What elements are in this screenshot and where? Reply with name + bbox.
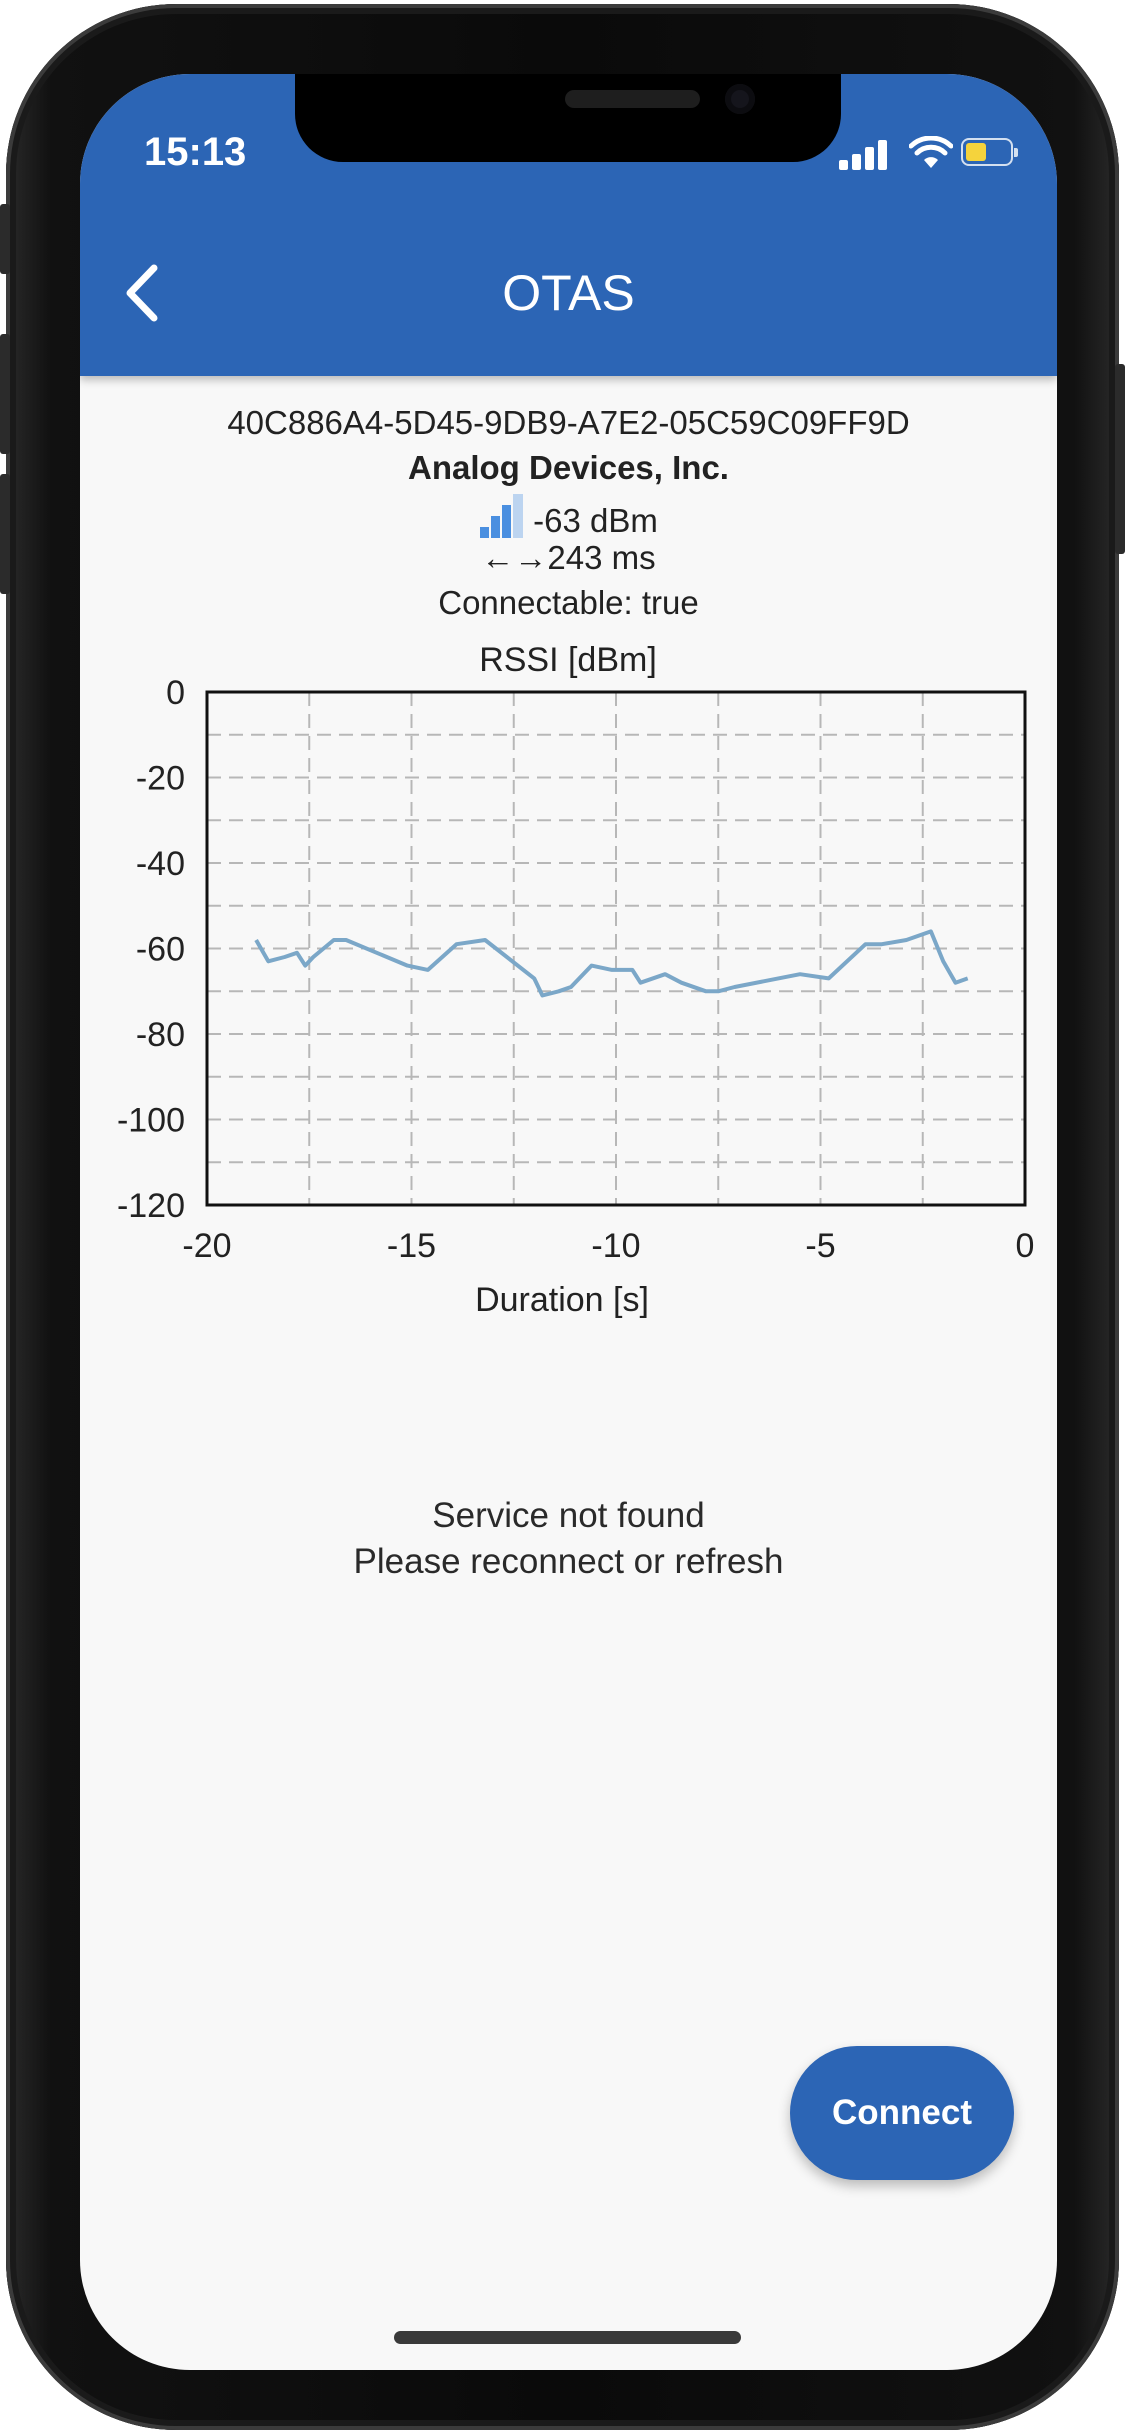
chart-x-axis-label: Duration [s] — [475, 1281, 649, 1319]
chart-y-tick-label: 0 — [166, 674, 185, 712]
connectable-status: Connectable: true — [438, 584, 699, 621]
rssi-chart: RSSI [dBm] 0-20-40-60-80-100-120-20 -15 -1… — [117, 641, 1035, 1319]
volume-down-button — [0, 474, 10, 594]
service-not-found-text: Service not found — [432, 1496, 705, 1535]
chart-title: RSSI [dBm] — [479, 641, 657, 679]
connect-button[interactable]: Connect — [790, 2046, 1014, 2180]
chart-y-tick-label: -60 — [136, 931, 185, 969]
front-camera — [725, 84, 755, 114]
interval-arrows-icon: ←→ — [481, 539, 548, 576]
advertising-interval: 243 ms — [547, 539, 656, 576]
volume-up-button — [0, 334, 10, 454]
rssi-value: -63 dBm — [533, 502, 658, 539]
mute-switch — [0, 204, 10, 274]
battery-icon — [961, 138, 1018, 166]
chart-x-tick-label: -20 — [182, 1227, 231, 1265]
chart-x-tick-label: -15 — [387, 1227, 436, 1265]
chart-y-tick-label: -80 — [136, 1016, 185, 1054]
status-time: 15:13 — [144, 130, 247, 174]
chart-x-tick-label: -5 — [805, 1227, 835, 1265]
chart-y-tick-label: -100 — [117, 1102, 185, 1140]
screen: 15:13 — [80, 74, 1057, 2370]
reconnect-hint-text: Please reconnect or refresh — [353, 1542, 784, 1581]
phone-frame: 15:13 — [0, 4, 1125, 2430]
back-arrow-icon[interactable] — [112, 258, 182, 328]
wifi-icon — [909, 136, 953, 168]
chart-y-tick-label: -120 — [117, 1187, 185, 1225]
device-uuid: 40C886A4-5D45-9DB9-A7E2-05C59C09FF9D — [227, 404, 910, 441]
notch — [295, 74, 841, 162]
device-manufacturer: Analog Devices, Inc. — [408, 449, 729, 486]
power-button — [1115, 364, 1125, 554]
chart-x-tick-label: -10 — [591, 1227, 640, 1265]
chart-y-tick-label: -20 — [136, 760, 185, 798]
page-title: OTAS — [502, 265, 635, 321]
chart-x-tick-label: 0 — [1016, 1227, 1035, 1265]
chart-y-tick-label: -40 — [136, 845, 185, 883]
status-icons — [839, 136, 1029, 170]
chart-plot-area — [205, 690, 1027, 1207]
advertising-interval-row: ←→243 ms — [80, 539, 1057, 577]
rssi-series-line — [254, 929, 969, 998]
signal-strength-icon — [480, 494, 524, 538]
rssi-row: -63 dBm — [80, 494, 1057, 540]
home-indicator[interactable] — [394, 2331, 741, 2344]
speaker — [565, 90, 700, 108]
